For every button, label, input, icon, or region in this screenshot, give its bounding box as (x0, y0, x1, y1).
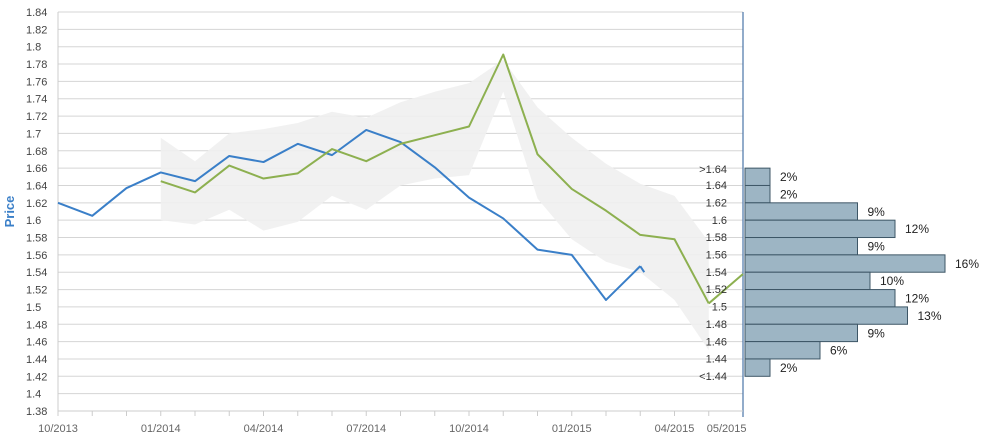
histogram-percent-label: 9% (868, 205, 886, 219)
histogram-bar (744, 202, 858, 221)
histogram-percent-label: 16% (955, 257, 979, 271)
histogram-bar (744, 237, 858, 256)
histogram-bar (744, 271, 871, 291)
green-line-tail (708, 273, 744, 305)
y-tick-label: 1.66 (26, 163, 47, 175)
histogram-bar (744, 184, 771, 204)
series-lines (57, 53, 744, 305)
histogram-bar (744, 323, 858, 343)
y-tick-label: 1.44 (26, 354, 47, 366)
y-tick-label: 1.74 (26, 94, 47, 106)
histogram-percent-label: 6% (830, 344, 848, 358)
histogram-bar (744, 219, 896, 239)
y-tick-label: 1.82 (26, 24, 47, 36)
histogram-bin-label: 1.56 (706, 250, 727, 262)
blue-price-line (57, 128, 641, 301)
histogram-bar (744, 358, 771, 377)
x-tick-label: 01/2014 (141, 423, 181, 435)
histogram-bar (744, 306, 908, 325)
histogram-percent-label: 12% (905, 222, 929, 236)
axes: 1.38 1.4 1.42 1.44 1.46 1.48 1.5 1.52 1.54 1.56 1.… (26, 7, 747, 435)
x-tick-label: 07/2014 (346, 423, 386, 435)
y-tick-label: 1.76 (26, 76, 47, 88)
y-tick-label: 1.72 (26, 111, 47, 123)
y-tick-label: 1.7 (26, 128, 41, 140)
histogram-bin-label: >1.64 (699, 164, 727, 176)
x-tick-label: 10/2014 (449, 423, 489, 435)
y-tick-label: 1.62 (26, 198, 47, 210)
x-tick-label: 04/2015 (655, 423, 695, 435)
y-tick-label: 1.8 (26, 42, 41, 54)
histogram-bar (744, 254, 946, 273)
histogram-bar (744, 289, 896, 308)
histogram-percent-label: 2% (780, 187, 798, 201)
histogram-bin-label: 1.62 (706, 197, 727, 209)
histogram-percent-label: 10% (880, 274, 904, 288)
histogram-percent-label: 12% (905, 292, 929, 306)
histogram-bin-label: 1.6 (712, 215, 727, 227)
forecast-band (160, 59, 709, 351)
y-axis-title: Price (2, 196, 17, 228)
histogram-bin-label: <1.44 (699, 371, 727, 383)
y-tick-label: 1.46 (26, 337, 47, 349)
histogram-percent-label: 13% (918, 309, 942, 323)
histogram-bin-label: 1.58 (706, 232, 727, 244)
green-price-line (160, 53, 710, 304)
forecast-range-area (160, 59, 709, 351)
blue-line-tail (639, 265, 646, 273)
histogram-percent-label: 2% (780, 170, 798, 184)
axis-labels: Price (2, 196, 17, 228)
y-tick-label: 1.68 (26, 146, 47, 158)
histogram-bin-label: 1.54 (706, 267, 727, 279)
y-tick-label: 1.4 (26, 389, 41, 401)
histogram-bin-label: 1.46 (706, 336, 727, 348)
histogram-bin-label: 1.44 (706, 354, 727, 366)
y-tick-label: 1.42 (26, 371, 47, 383)
histogram-bin-label: 1.52 (706, 284, 727, 296)
x-tick-label: 01/2015 (552, 423, 592, 435)
y-tick-label: 1.56 (26, 250, 47, 262)
y-tick-label: 1.84 (26, 7, 47, 19)
y-tick-label: 1.38 (26, 406, 47, 418)
distribution-histogram: 2%2%9%12%9%16%10%12%13%9%6%2%>1.641.641.… (699, 164, 979, 383)
histogram-percent-label: 9% (868, 240, 886, 254)
x-tick-label: 10/2013 (38, 423, 78, 435)
y-tick-label: 1.64 (26, 180, 47, 192)
histogram-percent-label: 9% (868, 326, 886, 340)
histogram-bin-label: 1.48 (706, 319, 727, 331)
histogram-bin-label: 1.5 (712, 302, 727, 314)
y-tick-label: 1.54 (26, 267, 47, 279)
y-tick-label: 1.5 (26, 302, 41, 314)
x-tick-label: 05/2015 (707, 423, 747, 435)
y-tick-label: 1.78 (26, 59, 47, 71)
histogram-bar (744, 341, 821, 360)
y-tick-label: 1.52 (26, 285, 47, 297)
y-tick-label: 1.48 (26, 319, 47, 331)
histogram-bar (744, 167, 771, 186)
y-tick-label: 1.58 (26, 233, 47, 245)
y-tick-label: 1.6 (26, 215, 41, 227)
histogram-percent-label: 2% (780, 361, 798, 375)
x-tick-label: 04/2014 (244, 423, 284, 435)
histogram-bin-label: 1.64 (706, 180, 727, 192)
